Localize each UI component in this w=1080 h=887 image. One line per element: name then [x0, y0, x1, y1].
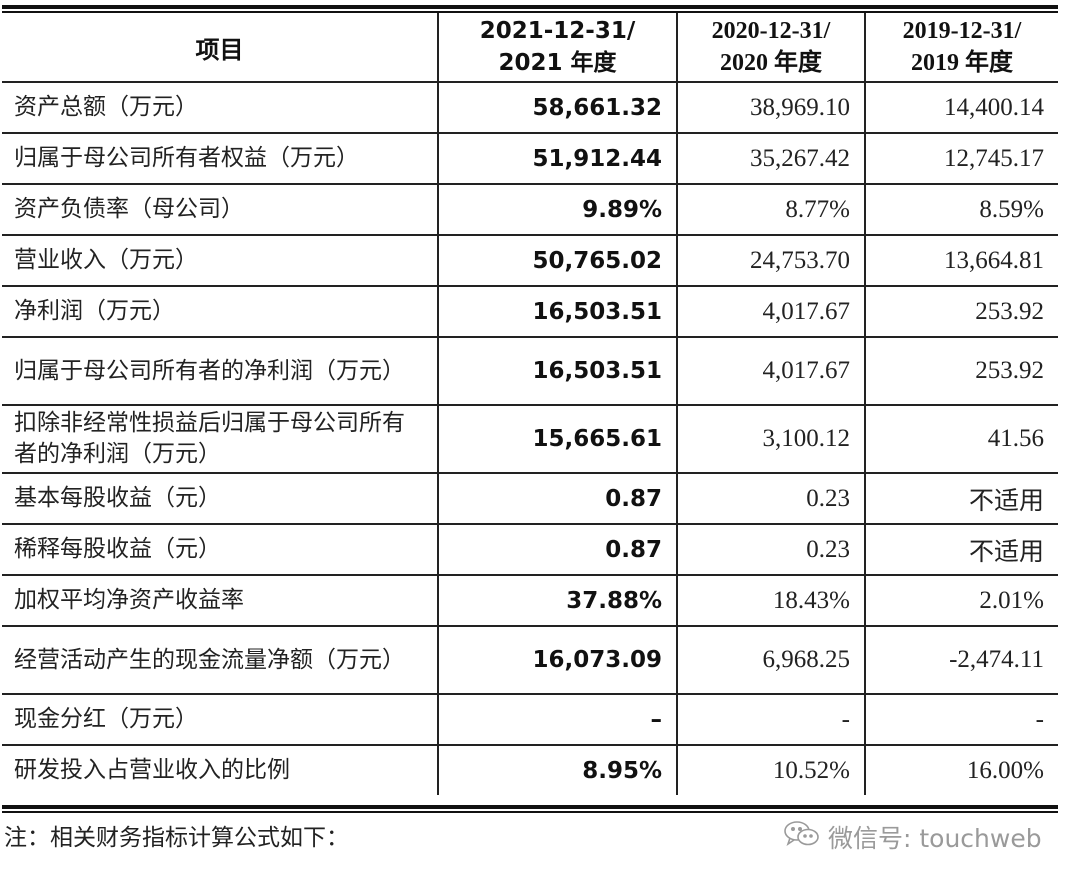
header-2021-year: 2021 年度 [498, 50, 617, 76]
value-2020: 0.23 [676, 472, 866, 525]
value-2020: 38,969.10 [676, 81, 866, 134]
value-2020: 0.23 [676, 523, 866, 576]
value-2021: 0.87 [437, 523, 678, 576]
value-2021: 16,503.51 [437, 336, 678, 406]
header-2020: 2020-12-31/ 2020 年度 [676, 13, 866, 83]
wechat-icon [782, 818, 822, 856]
row-label: 稀释每股收益（元） [2, 523, 439, 576]
value-2020: 24,753.70 [676, 234, 866, 287]
value-2019: 253.92 [864, 336, 1058, 406]
table-row: 基本每股收益（元） 0.87 0.23 不适用 [2, 472, 1058, 525]
header-2020-year: 2020 年度 [720, 50, 822, 76]
watermark: 微信号: touchweb [782, 818, 1042, 856]
header-2021-date: 2021-12-31/ [479, 18, 636, 44]
value-2020: 8.77% [676, 183, 866, 236]
value-2020: 6,968.25 [676, 625, 866, 695]
top-rule-thick [2, 5, 1058, 9]
header-2019-year: 2019 年度 [911, 50, 1013, 76]
top-rule-thin [2, 11, 1058, 13]
table-row: 研发投入占营业收入的比例 8.95% 10.52% 16.00% [2, 744, 1058, 795]
table-row: 加权平均净资产收益率 37.88% 18.43% 2.01% [2, 574, 1058, 627]
header-item: 项目 [2, 13, 439, 83]
table-row: 稀释每股收益（元） 0.87 0.23 不适用 [2, 523, 1058, 576]
header-2019: 2019-12-31/ 2019 年度 [864, 13, 1058, 83]
value-2020: 4,017.67 [676, 285, 866, 338]
header-row: 项目 2021-12-31/ 2021 年度 2020-12-31/ 2020 … [2, 13, 1058, 83]
value-2020: 10.52% [676, 744, 866, 795]
table-row: 扣除非经常性损益后归属于母公司所有者的净利润（万元） 15,665.61 3,1… [2, 404, 1058, 474]
value-2021: 51,912.44 [437, 132, 678, 185]
row-label: 营业收入（万元） [2, 234, 439, 287]
row-label: 资产负债率（母公司） [2, 183, 439, 236]
value-2021: 50,765.02 [437, 234, 678, 287]
value-2020: 35,267.42 [676, 132, 866, 185]
table-row: 归属于母公司所有者的净利润（万元） 16,503.51 4,017.67 253… [2, 336, 1058, 406]
value-2019: 8.59% [864, 183, 1058, 236]
table-row: 营业收入（万元） 50,765.02 24,753.70 13,664.81 [2, 234, 1058, 287]
table-row: 资产总额（万元） 58,661.32 38,969.10 14,400.14 [2, 81, 1058, 134]
value-2021: 0.87 [437, 472, 678, 525]
table-row: 净利润（万元） 16,503.51 4,017.67 253.92 [2, 285, 1058, 338]
table-row: 归属于母公司所有者权益（万元） 51,912.44 35,267.42 12,7… [2, 132, 1058, 185]
watermark-text: 微信号: touchweb [828, 824, 1042, 853]
table-row: 资产负债率（母公司） 9.89% 8.77% 8.59% [2, 183, 1058, 236]
row-label: 基本每股收益（元） [2, 472, 439, 525]
value-2019: 253.92 [864, 285, 1058, 338]
value-2019: 16.00% [864, 744, 1058, 795]
row-label: 现金分红（万元） [2, 693, 439, 746]
value-2021: – [437, 693, 678, 746]
value-2020: - [676, 693, 866, 746]
value-2021: 8.95% [437, 744, 678, 795]
row-label: 经营活动产生的现金流量净额（万元） [2, 625, 439, 695]
value-2019: 12,745.17 [864, 132, 1058, 185]
bottom-rule-thick [2, 805, 1058, 809]
value-2019: 41.56 [864, 404, 1058, 474]
header-2020-date: 2020-12-31/ [711, 18, 831, 44]
value-2020: 18.43% [676, 574, 866, 627]
footnote: 注：相关财务指标计算公式如下： [4, 825, 349, 851]
value-2019: 13,664.81 [864, 234, 1058, 287]
value-2020: 3,100.12 [676, 404, 866, 474]
value-2021: 9.89% [437, 183, 678, 236]
value-2019: 不适用 [864, 523, 1058, 576]
value-2021: 16,503.51 [437, 285, 678, 338]
table-row: 经营活动产生的现金流量净额（万元） 16,073.09 6,968.25 -2,… [2, 625, 1058, 695]
row-label: 净利润（万元） [2, 285, 439, 338]
value-2021: 16,073.09 [437, 625, 678, 695]
header-2019-date: 2019-12-31/ [902, 18, 1022, 44]
row-label: 研发投入占营业收入的比例 [2, 744, 439, 795]
financial-table: 项目 2021-12-31/ 2021 年度 2020-12-31/ 2020 … [2, 13, 1058, 795]
value-2021: 58,661.32 [437, 81, 678, 134]
row-label: 扣除非经常性损益后归属于母公司所有者的净利润（万元） [2, 404, 439, 474]
row-label: 归属于母公司所有者的净利润（万元） [2, 336, 439, 406]
value-2019: 不适用 [864, 472, 1058, 525]
header-2021: 2021-12-31/ 2021 年度 [437, 13, 678, 83]
table-row: 现金分红（万元） – - - [2, 693, 1058, 746]
row-label: 加权平均净资产收益率 [2, 574, 439, 627]
value-2020: 4,017.67 [676, 336, 866, 406]
value-2019: - [864, 693, 1058, 746]
value-2019: 2.01% [864, 574, 1058, 627]
bottom-rule-thin [2, 811, 1058, 813]
value-2021: 37.88% [437, 574, 678, 627]
value-2019: -2,474.11 [864, 625, 1058, 695]
row-label: 资产总额（万元） [2, 81, 439, 134]
row-label: 归属于母公司所有者权益（万元） [2, 132, 439, 185]
value-2021: 15,665.61 [437, 404, 678, 474]
value-2019: 14,400.14 [864, 81, 1058, 134]
